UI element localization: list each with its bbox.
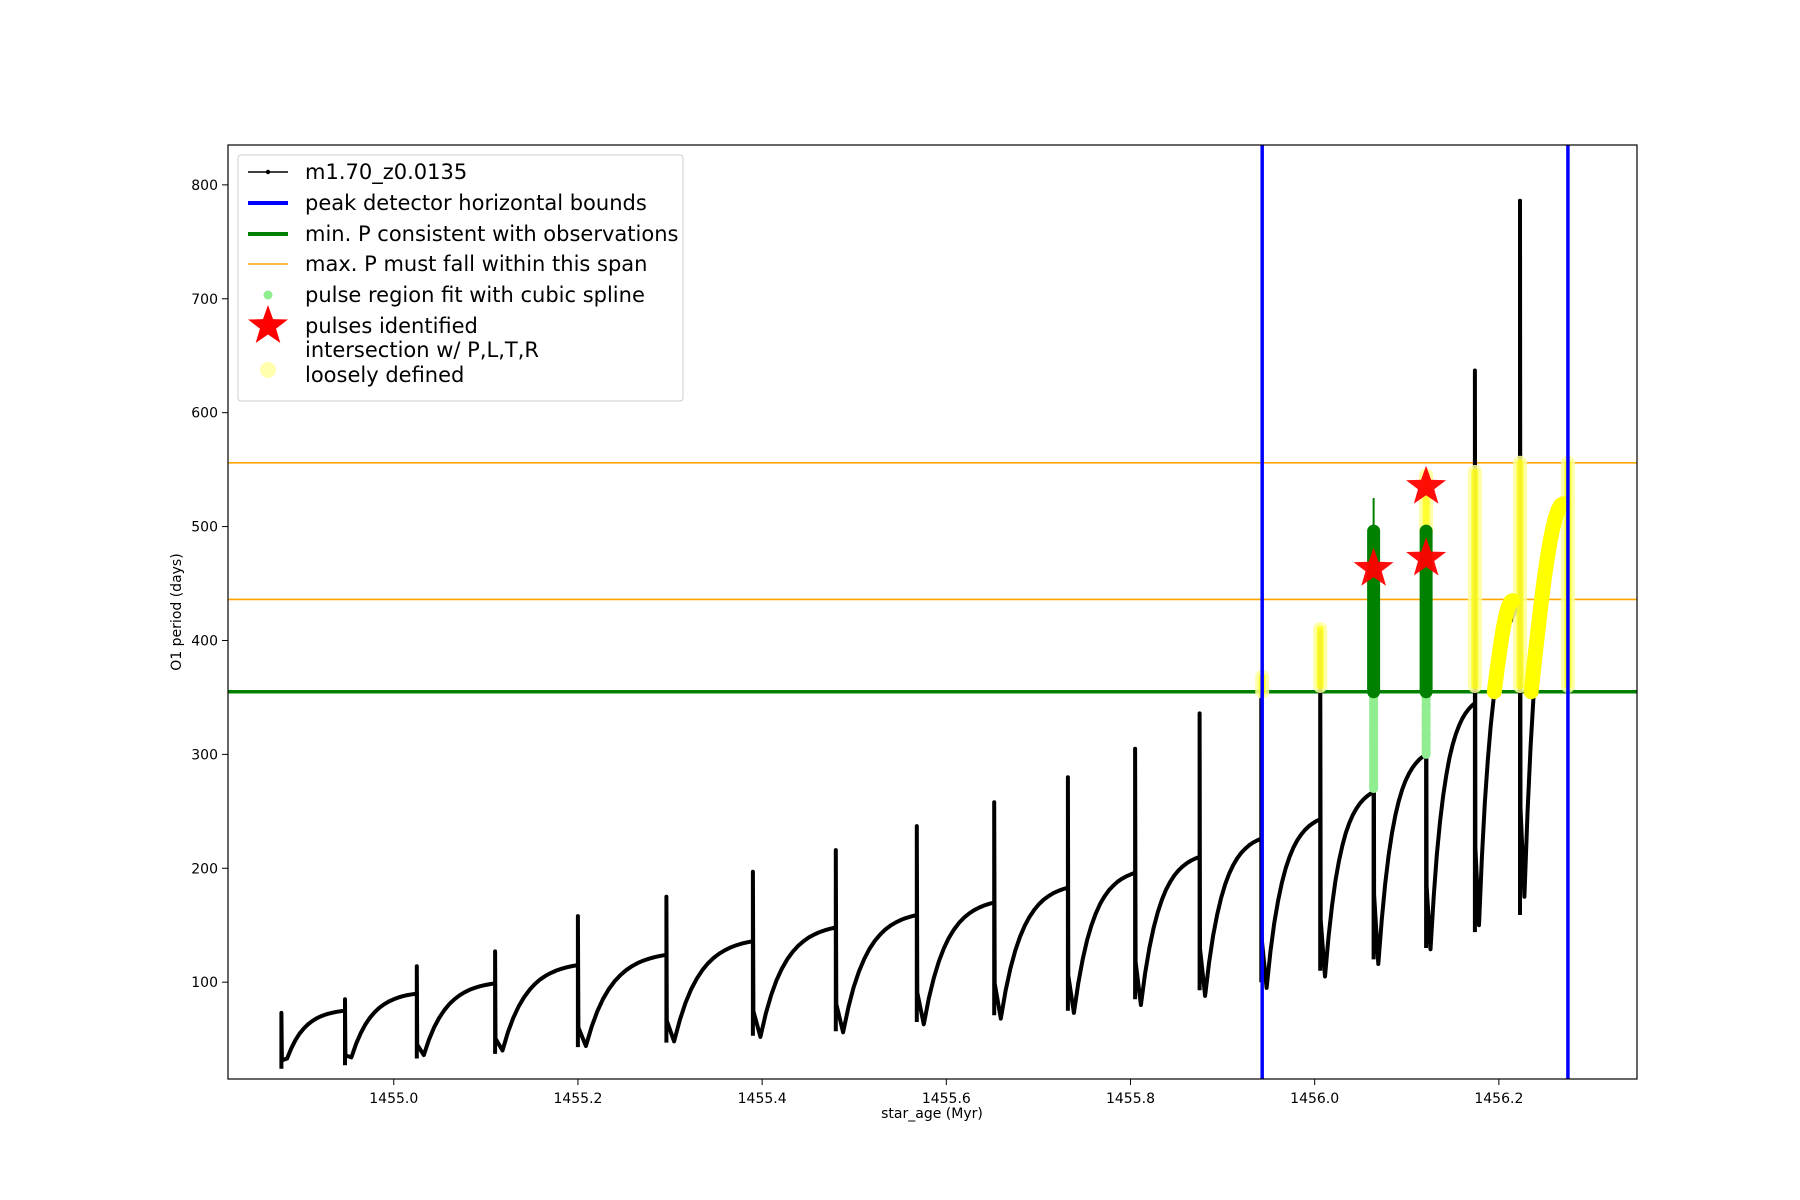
pulse-star-2 xyxy=(1406,465,1447,504)
track-pulse-7 xyxy=(833,848,918,1035)
track-pulse-1 xyxy=(343,991,418,1066)
legend-item-4: pulse region fit with cubic spline xyxy=(263,283,645,307)
legend-handle-star xyxy=(248,305,288,343)
track-pulse-12 xyxy=(1197,711,1263,998)
y-tick-label-6: 700 xyxy=(191,292,218,308)
track-pulse-3 xyxy=(493,949,579,1054)
x-tick-label-6: 1456.2 xyxy=(1474,1091,1523,1107)
pulse-star-0 xyxy=(1353,547,1394,586)
legend-item-0: m1.70_z0.0135 xyxy=(248,160,467,185)
x-tick-label-0: 1455.0 xyxy=(369,1091,418,1107)
track-pulse-15 xyxy=(1371,524,1428,966)
y-axis-label: O1 period (days) xyxy=(169,553,185,670)
legend-handle-marker xyxy=(265,169,271,175)
legend-handle-circle xyxy=(260,362,276,378)
axes: 1455.0 1455.2 1455.4 1455.6 1455.8 1456.0 1456… xyxy=(191,178,1523,1107)
x-tick-label-3: 1455.6 xyxy=(922,1091,971,1107)
track-pulse-4 xyxy=(575,914,667,1048)
track-pulse-9 xyxy=(992,800,1069,1021)
track-pulse-10 xyxy=(1065,775,1136,1015)
x-tick-label-4: 1455.8 xyxy=(1106,1091,1155,1107)
track-pulse-13 xyxy=(1259,689,1322,990)
track-pulse-5 xyxy=(664,894,754,1044)
track-pulse-2 xyxy=(414,964,496,1059)
legend-item-2: min. P consistent with observations xyxy=(248,222,678,246)
intersection-curve-0 xyxy=(1486,593,1521,700)
legend-item-1: peak detector horizontal bounds xyxy=(248,191,647,215)
track-pulse-6 xyxy=(750,869,837,1039)
y-tick-label-1: 200 xyxy=(191,861,218,877)
track-pulse-11 xyxy=(1133,746,1201,1007)
legend-item-3: max. P must fall within this span xyxy=(248,252,647,276)
y-tick-label-0: 100 xyxy=(191,975,218,991)
legend-label-line2: loosely defined xyxy=(305,363,464,387)
y-tick-label-7: 800 xyxy=(191,178,218,194)
pulse-star-1 xyxy=(1406,537,1447,576)
legend-label: peak detector horizontal bounds xyxy=(305,191,647,215)
y-tick-label-2: 300 xyxy=(191,747,218,763)
legend-label: m1.70_z0.0135 xyxy=(305,160,467,185)
y-tick-label-5: 600 xyxy=(191,406,218,422)
x-tick-label-5: 1456.0 xyxy=(1290,1091,1339,1107)
x-tick-label-2: 1455.4 xyxy=(738,1091,787,1107)
y-tick-label-3: 400 xyxy=(191,633,218,649)
legend-label: pulses identified xyxy=(305,314,478,338)
legend-label: intersection w/ P,L,T,R xyxy=(305,338,539,362)
x-axis-label: star_age (Myr) xyxy=(881,1106,983,1122)
legend-item-5: pulses identified xyxy=(248,305,478,343)
y-tick-label-4: 500 xyxy=(191,520,218,536)
intersection-curve-1 xyxy=(1523,496,1571,700)
track-pulse-0 xyxy=(279,1008,346,1069)
plot-frame xyxy=(227,144,1638,1080)
legend-handle-dot xyxy=(263,290,273,300)
pulses-identified-series xyxy=(1353,465,1447,586)
x-tick-label-1: 1455.2 xyxy=(553,1091,602,1107)
track-pulse-14 xyxy=(1318,629,1375,979)
legend-label: pulse region fit with cubic spline xyxy=(305,283,645,307)
track-pulse-16 xyxy=(1424,530,1477,952)
legend-label: max. P must fall within this span xyxy=(305,252,647,276)
track-pulse-8 xyxy=(914,824,995,1027)
legend-label: min. P consistent with observations xyxy=(305,222,678,246)
plot-area xyxy=(228,145,1637,1079)
legend-box xyxy=(237,154,684,402)
